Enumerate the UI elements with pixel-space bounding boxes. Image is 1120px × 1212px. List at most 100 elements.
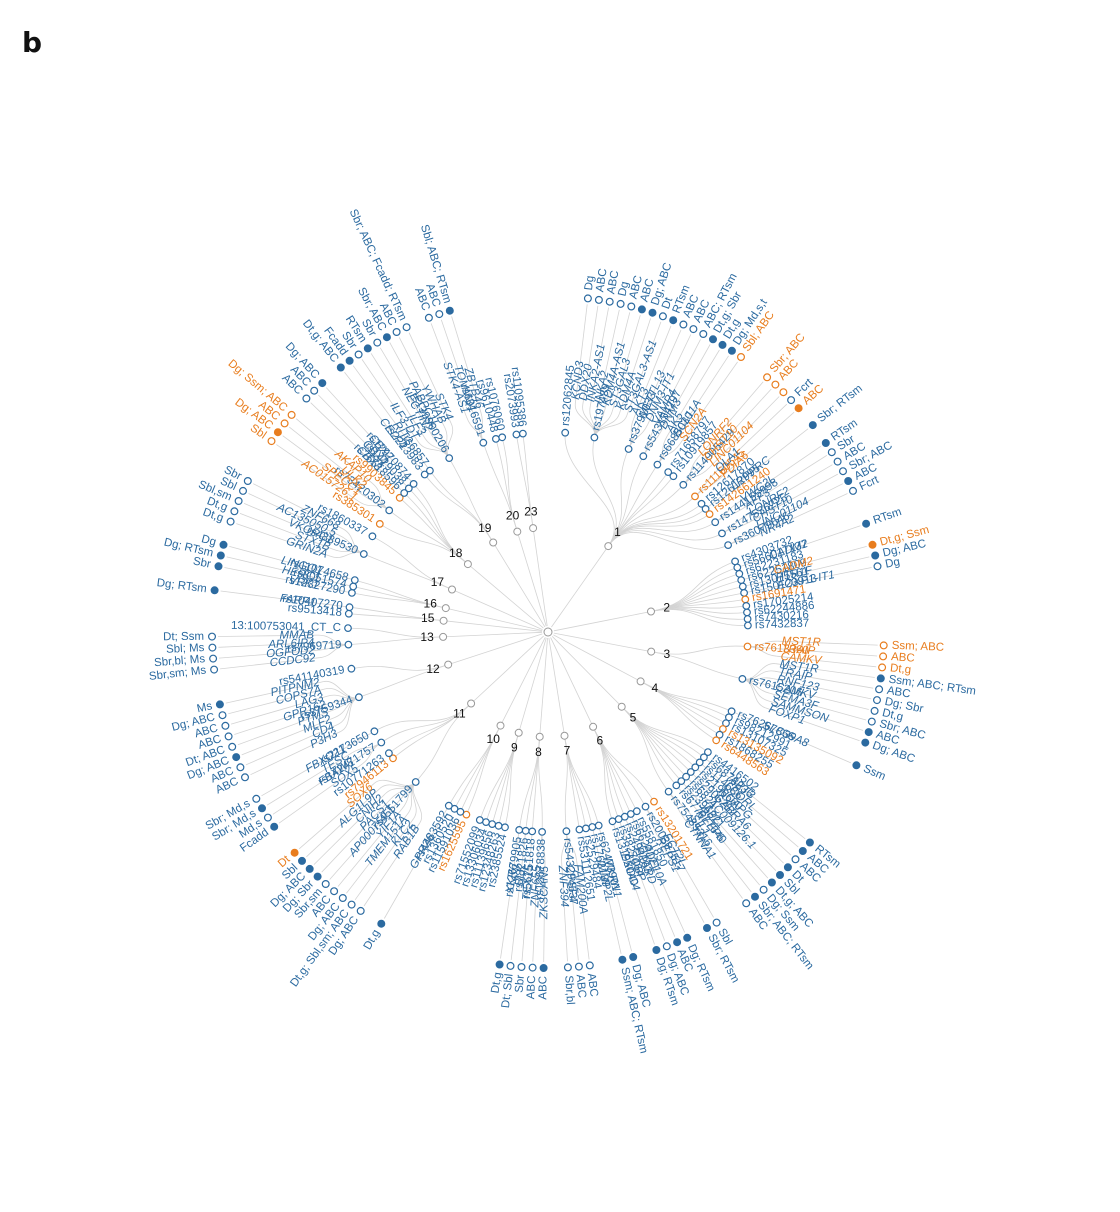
gene-node (290, 848, 299, 857)
snp-node (588, 823, 597, 831)
edge-gene-stem (220, 590, 320, 604)
gene-tags-label: Sbl; Ms (166, 642, 205, 656)
gene-label: VRK1 (288, 575, 320, 593)
edge-gene-stem (656, 834, 705, 923)
snp-node (456, 807, 465, 816)
edge-root-chr (550, 637, 594, 727)
chromosome-label: 9 (511, 740, 518, 754)
gene-node (683, 933, 692, 942)
snp-node (488, 820, 497, 828)
edge-gene-stem (640, 329, 682, 422)
gene-node (763, 373, 772, 382)
edge-root-chr (448, 633, 543, 665)
gene-node (708, 335, 717, 344)
gene-label: MST1R (782, 635, 821, 649)
snp-label: rs7613360 (754, 641, 809, 657)
snp-label: rs7969719 (287, 639, 342, 654)
snp-node (715, 730, 724, 739)
edge-gene-stem (521, 861, 531, 962)
edge-root-chr (470, 635, 544, 704)
edge-gene-stem (276, 444, 359, 502)
gene-node (876, 674, 885, 683)
gene-node (321, 879, 330, 888)
gene-node (658, 312, 667, 321)
gene-node (435, 310, 444, 319)
chromosome-node (441, 604, 450, 613)
gene-node (208, 632, 217, 641)
gene-label: ZKSCAN5 (538, 865, 551, 920)
snp-node (719, 725, 727, 733)
root-node (543, 627, 553, 637)
edge-gene-stem (582, 305, 599, 405)
snp-node (594, 821, 603, 830)
gene-tags-label: Sbr,bl (562, 975, 576, 1005)
gene-tags-label: Dt,g (489, 972, 504, 995)
chromosome-label: 18 (449, 546, 463, 560)
snp-node (590, 433, 599, 442)
edge-root-chr (553, 611, 652, 632)
snp-node (718, 529, 726, 538)
edge-gene-stem (776, 655, 877, 668)
gene-node (209, 654, 218, 663)
gene-tags-label: Dt,g (889, 662, 911, 676)
chromosome-node (496, 721, 505, 730)
gene-node (273, 428, 282, 437)
snp-node (385, 749, 393, 758)
edge-chr-snp (413, 483, 469, 565)
edge-gene-stem (589, 307, 609, 406)
edge-chr-snp (351, 664, 449, 671)
gene-node (363, 344, 372, 353)
chromosome-label: 20 (506, 508, 520, 522)
gene-node (208, 643, 217, 652)
edge-snp-gene (412, 781, 417, 819)
snp-node (389, 754, 397, 763)
gene-tags-label: Dg; RTsm (156, 577, 207, 595)
gene-node (298, 856, 307, 865)
snp-node (501, 823, 509, 832)
snp-node (744, 621, 752, 630)
edge-root-chr (516, 531, 547, 627)
edge-gene-stem (667, 349, 720, 436)
edge-gene-stem (389, 342, 439, 431)
edge-chr-snp (651, 651, 743, 680)
gene-node (879, 652, 888, 661)
snp-node (724, 541, 732, 549)
edge-gene-stem (697, 381, 764, 458)
edge-gene-stem (318, 394, 389, 468)
snp-label: rs62244886 (753, 600, 815, 618)
gene-node (794, 404, 803, 413)
gene-node (445, 306, 454, 315)
gene-node (210, 586, 219, 595)
edge-snp-gene (374, 779, 416, 786)
edge-gene-stem (647, 334, 692, 425)
gene-node (216, 551, 225, 560)
snp-node (575, 825, 584, 834)
edge-gene-stem (703, 388, 772, 463)
chromosome-label: 19 (478, 521, 492, 535)
gene-node (232, 753, 241, 762)
snp-label: rs12678838 (534, 839, 548, 900)
snp-node (679, 480, 688, 489)
snp-node (344, 624, 352, 632)
snp-node (742, 602, 751, 610)
edge-gene-stem (777, 648, 878, 657)
panel-label: b (22, 26, 42, 59)
gene-tags-label: Ssm; ABC (891, 640, 944, 654)
edge-gene-stem (689, 812, 752, 893)
edge-gene-stem (706, 798, 777, 871)
edge-gene-stem (635, 844, 676, 937)
edge-gene-stem (321, 799, 391, 873)
snp-node (521, 826, 530, 835)
edge-gene-stem (354, 818, 414, 901)
edge-gene-stem (711, 792, 784, 864)
edge-chr-snp (564, 735, 568, 832)
gene-node (377, 919, 386, 928)
gene-label: OGFOD2 (266, 645, 316, 661)
snp-node (426, 466, 434, 475)
edge-gene-stem (714, 403, 788, 474)
snp-node (562, 827, 571, 836)
snp-node (743, 642, 752, 651)
gene-tags-label: ABC (594, 268, 609, 293)
